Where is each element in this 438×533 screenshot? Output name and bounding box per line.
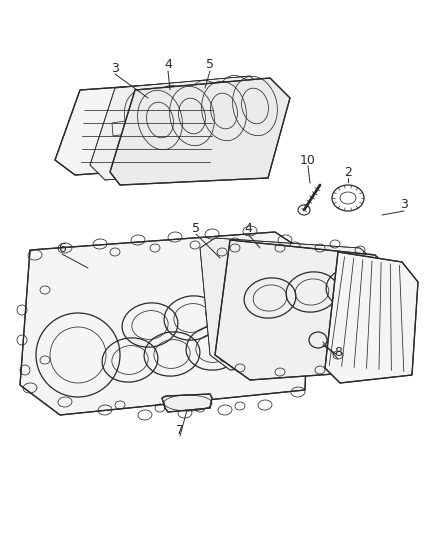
- Text: 10: 10: [300, 154, 316, 166]
- Text: 8: 8: [334, 346, 342, 359]
- Polygon shape: [90, 76, 268, 180]
- Polygon shape: [200, 238, 385, 370]
- Text: 5: 5: [192, 222, 200, 235]
- Polygon shape: [110, 78, 290, 185]
- Polygon shape: [55, 80, 235, 175]
- Text: 2: 2: [344, 166, 352, 179]
- Polygon shape: [215, 240, 398, 380]
- Text: 4: 4: [244, 222, 252, 235]
- Text: 4: 4: [164, 59, 172, 71]
- Polygon shape: [20, 232, 310, 415]
- Text: 7: 7: [176, 424, 184, 437]
- Text: 5: 5: [206, 59, 214, 71]
- Text: 3: 3: [111, 61, 119, 75]
- Polygon shape: [162, 394, 212, 412]
- Polygon shape: [325, 252, 418, 383]
- Text: 6: 6: [58, 241, 66, 254]
- Text: 3: 3: [400, 198, 408, 212]
